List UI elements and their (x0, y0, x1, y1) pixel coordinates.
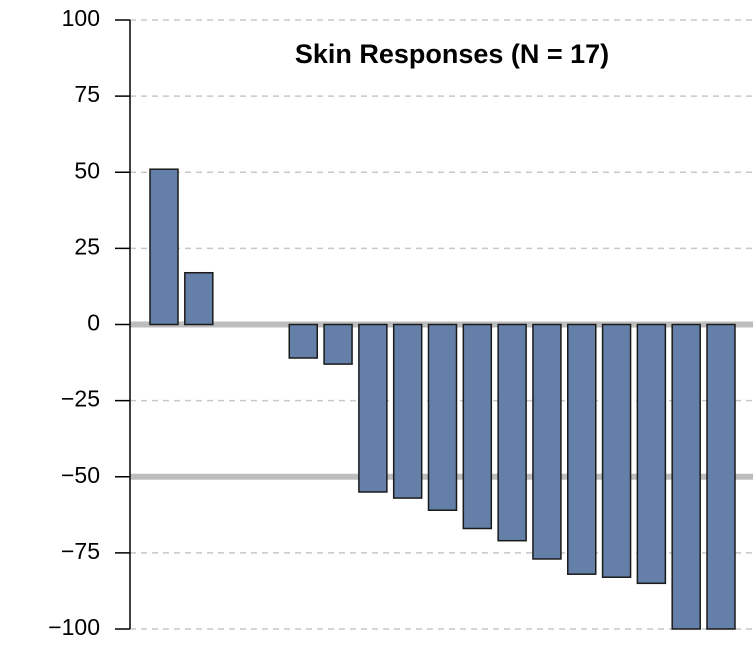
bar (358, 323, 388, 493)
bar (706, 323, 736, 630)
bar (288, 323, 318, 359)
bar (184, 271, 214, 326)
y-tick-label: 75 (74, 81, 100, 107)
y-tick-label: 25 (74, 233, 100, 259)
bar (601, 323, 632, 578)
bar (462, 323, 493, 530)
chart-title: Skin Responses (N = 17) (295, 39, 609, 69)
bar (323, 323, 353, 365)
y-tick-label: −100 (48, 614, 100, 640)
y-tick-label: −25 (61, 386, 100, 412)
bar (532, 323, 562, 560)
y-tick-label: 50 (74, 157, 100, 183)
bar (497, 323, 527, 542)
bar (636, 323, 667, 585)
y-tick-label: −50 (61, 462, 100, 488)
bar (427, 323, 458, 511)
bar (671, 323, 701, 630)
y-tick-label: −75 (61, 538, 100, 564)
y-tick-label: 0 (87, 310, 100, 336)
bar (149, 168, 179, 326)
bar (567, 323, 597, 575)
bar (392, 323, 423, 499)
y-tick-label: 100 (62, 5, 100, 31)
